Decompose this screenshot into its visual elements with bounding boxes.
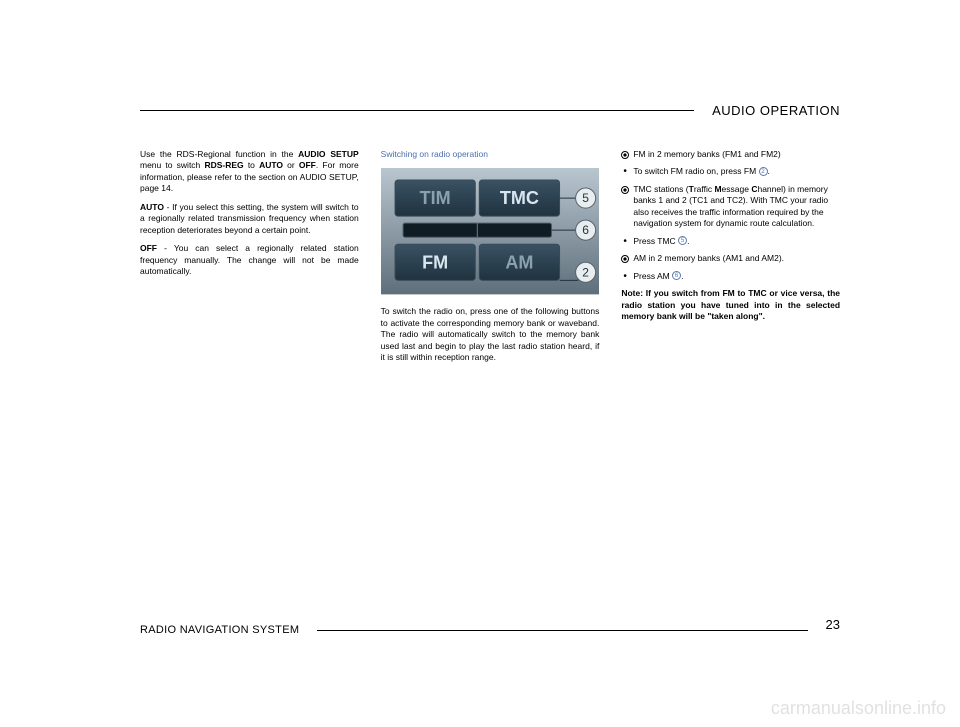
- fm-label: FM: [422, 253, 448, 273]
- column-2: Switching on radio operation T: [381, 149, 600, 371]
- footer-label: RADIO NAVIGATION SYSTEM: [140, 624, 317, 636]
- bold-text: OFF: [299, 160, 316, 170]
- callout-6-num: 6: [582, 224, 589, 238]
- text: or: [283, 160, 299, 170]
- list-fm: FM in 2 memory banks (FM1 and FM2): [621, 149, 840, 160]
- callout-2-num: 2: [582, 266, 589, 280]
- text: raffic: [694, 184, 715, 194]
- text: to: [244, 160, 259, 170]
- header-rule: AUDIO OPERATION: [140, 110, 840, 111]
- watermark: carmanualsonline.info: [771, 698, 946, 719]
- text: AM in 2 memory banks (AM1 and AM2).: [633, 253, 784, 263]
- text: To switch FM radio on, press FM: [633, 166, 758, 176]
- circled-number-icon: 2: [759, 167, 768, 176]
- text: essage: [722, 184, 752, 194]
- radio-figure: TIM TMC FM AM 5: [381, 168, 600, 294]
- list-item: Press TMC 5.: [621, 236, 840, 247]
- circled-number-icon: 5: [678, 236, 687, 245]
- footer-rule: RADIO NAVIGATION SYSTEM 23: [140, 630, 840, 631]
- text: FM in 2 memory banks (FM1 and FM2): [633, 149, 780, 159]
- bold-text: AUDIO SETUP: [298, 149, 359, 159]
- column-3: FM in 2 memory banks (FM1 and FM2) To sw…: [621, 149, 840, 371]
- page-number: 23: [808, 617, 840, 632]
- list-item: TMC stations (Traffic Message Channel) i…: [621, 184, 840, 230]
- bold-text: OFF: [140, 243, 157, 253]
- bold-text: AUTO: [140, 202, 164, 212]
- column-1: Use the RDS-Regional function in the AUD…: [140, 149, 359, 371]
- note-text: Note: If you switch from FM to TMC or vi…: [621, 288, 840, 321]
- list-fm-sub: To switch FM radio on, press FM 2.: [621, 166, 840, 177]
- list-item: Press AM 6.: [621, 271, 840, 282]
- note: Note: If you switch from FM to TMC or vi…: [621, 288, 840, 322]
- bold-text: AUTO: [259, 160, 283, 170]
- text: - You can select a regionally related st…: [140, 243, 359, 276]
- am-label: AM: [505, 253, 533, 273]
- tmc-label: TMC: [500, 189, 539, 209]
- text: .: [768, 166, 770, 176]
- text: Use the RDS-Regional function in the: [140, 149, 298, 159]
- col1-para3: OFF - You can select a regionally relate…: [140, 243, 359, 277]
- list-item: To switch FM radio on, press FM 2.: [621, 166, 840, 177]
- figure-caption: To switch the radio on, press one of the…: [381, 306, 600, 363]
- list-am-sub: Press AM 6.: [621, 271, 840, 282]
- content-columns: Use the RDS-Regional function in the AUD…: [140, 149, 840, 371]
- list-tmc-sub: Press TMC 5.: [621, 236, 840, 247]
- footer-area: RADIO NAVIGATION SYSTEM 23: [140, 630, 840, 631]
- text: Press AM: [633, 271, 672, 281]
- col1-para1: Use the RDS-Regional function in the AUD…: [140, 149, 359, 195]
- text: - If you select this setting, the system…: [140, 202, 359, 235]
- subheading-radio: Switching on radio operation: [381, 149, 600, 160]
- list-tmc: TMC stations (Traffic Message Channel) i…: [621, 184, 840, 230]
- text: menu to switch: [140, 160, 204, 170]
- callout-5-num: 5: [582, 192, 589, 206]
- tim-label: TIM: [419, 189, 450, 209]
- section-heading: AUDIO OPERATION: [694, 103, 840, 118]
- circled-number-icon: 6: [672, 271, 681, 280]
- col1-para2: AUTO - If you select this setting, the s…: [140, 202, 359, 236]
- list-item: FM in 2 memory banks (FM1 and FM2): [621, 149, 840, 160]
- bold-text: M: [714, 184, 721, 194]
- page-content: AUDIO OPERATION Use the RDS-Regional fun…: [140, 110, 840, 371]
- text: .: [687, 236, 689, 246]
- text: Press TMC: [633, 236, 678, 246]
- list-am: AM in 2 memory banks (AM1 and AM2).: [621, 253, 840, 264]
- text: TMC stations (: [633, 184, 688, 194]
- list-item: AM in 2 memory banks (AM1 and AM2).: [621, 253, 840, 264]
- bold-text: RDS-REG: [204, 160, 243, 170]
- text: .: [681, 271, 683, 281]
